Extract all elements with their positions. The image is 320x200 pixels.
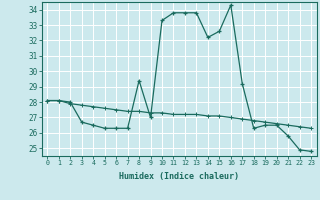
- X-axis label: Humidex (Indice chaleur): Humidex (Indice chaleur): [119, 172, 239, 181]
